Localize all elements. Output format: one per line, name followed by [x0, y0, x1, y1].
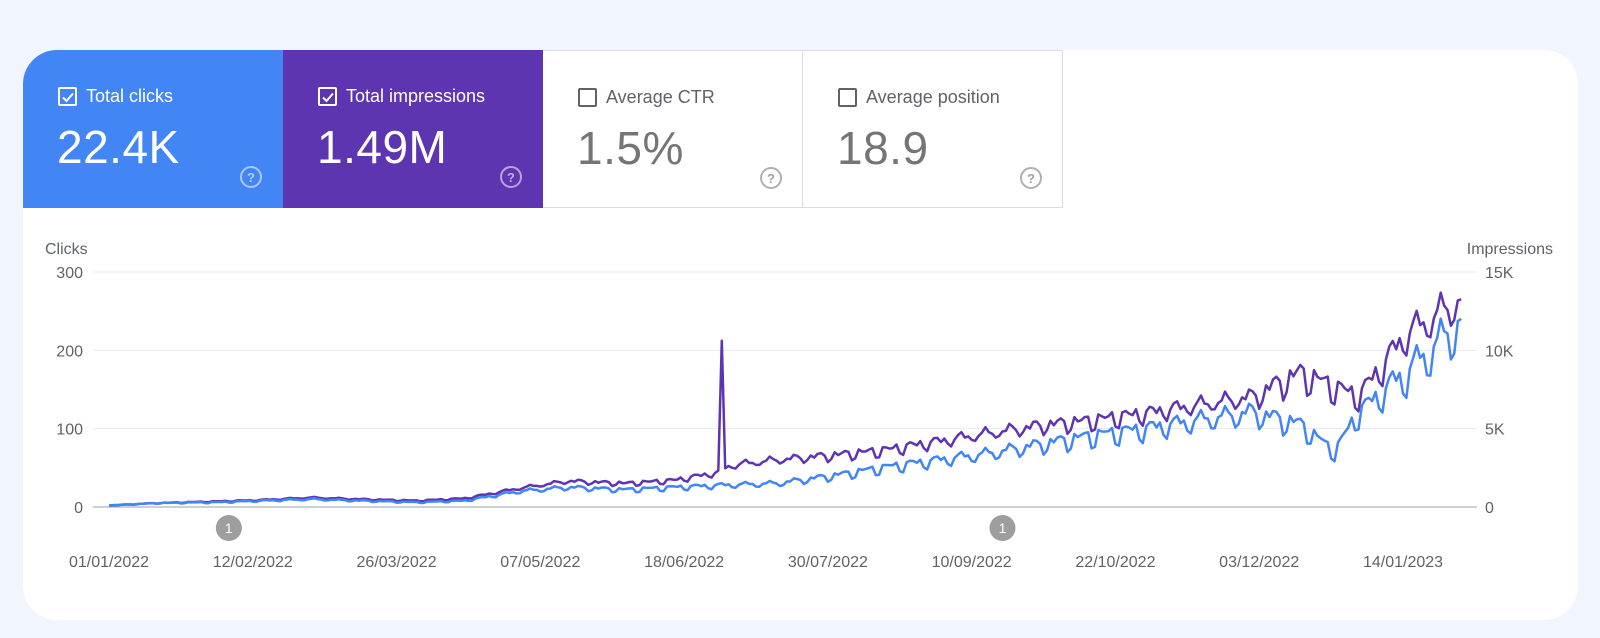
- y-left-tick-label: 200: [56, 343, 83, 360]
- checkbox-icon[interactable]: [58, 87, 77, 106]
- y-right-tick-label: 15K: [1485, 265, 1514, 282]
- chart-grid: [93, 271, 1477, 508]
- metric-value: 1.5%: [577, 122, 684, 174]
- help-circle-icon[interactable]: ?: [1020, 167, 1042, 189]
- metric-tiles: Total clicks 22.4K ? Total impressions 1…: [23, 50, 1063, 208]
- metric-value: 22.4K: [57, 121, 180, 173]
- checkbox-icon[interactable]: [578, 88, 597, 107]
- metric-tile-average-ctr[interactable]: Average CTR 1.5% ?: [543, 50, 803, 208]
- help-circle-icon[interactable]: ?: [240, 166, 262, 188]
- x-tick-label: 10/09/2022: [932, 554, 1012, 571]
- y-right-tick-label: 0: [1485, 500, 1494, 517]
- x-tick-label: 01/01/2022: [69, 554, 149, 571]
- metric-label: Total impressions: [346, 86, 486, 106]
- annotation-marker-icon: [989, 515, 1016, 541]
- x-tick-label: 30/07/2022: [788, 554, 868, 571]
- x-tick-label: 22/10/2022: [1075, 554, 1155, 571]
- y-axis-left-title: Clicks: [45, 241, 88, 258]
- y-left-tick-label: 300: [56, 265, 83, 282]
- metric-label: Average position: [866, 87, 1000, 107]
- x-tick-label: 12/02/2022: [213, 554, 293, 571]
- x-tick-label: 18/06/2022: [644, 554, 724, 571]
- x-tick-label: 14/01/2023: [1363, 554, 1443, 571]
- metric-value: 18.9: [837, 122, 929, 174]
- metric-label: Total clicks: [86, 86, 174, 106]
- y-left-tick-label: 0: [74, 500, 83, 517]
- annotation-marker-label: 1: [225, 520, 233, 536]
- help-circle-icon[interactable]: ?: [760, 167, 782, 189]
- series-line-impressions: [108, 291, 1462, 507]
- checkbox-icon[interactable]: [838, 88, 857, 107]
- metric-value: 1.49M: [317, 121, 448, 173]
- annotation-marker-icon: [215, 515, 242, 541]
- x-tick-label: 26/03/2022: [357, 554, 437, 571]
- metric-tile-total-impressions[interactable]: Total impressions 1.49M ?: [283, 50, 543, 208]
- x-tick-label: 03/12/2022: [1219, 554, 1299, 571]
- chart-series: [108, 291, 1462, 507]
- series-line-clicks: [108, 317, 1462, 507]
- metric-tile-total-clicks[interactable]: Total clicks 22.4K ?: [23, 50, 283, 208]
- chart-labels: Clicks Impressions 0 100 200 300 0 5K 10K 15K 01/0…: [45, 241, 1553, 571]
- y-left-tick-label: 100: [56, 422, 83, 439]
- checkbox-icon[interactable]: [318, 87, 337, 106]
- y-right-tick-label: 10K: [1485, 343, 1514, 360]
- annotation-marker-label: 1: [999, 520, 1007, 536]
- performance-card: Total clicks 22.4K ? Total impressions 1…: [23, 50, 1578, 620]
- y-right-tick-label: 5K: [1485, 422, 1505, 439]
- y-axis-right-title: Impressions: [1467, 241, 1553, 258]
- x-tick-label: 07/05/2022: [500, 554, 580, 571]
- metric-tile-average-position[interactable]: Average position 18.9 ?: [803, 50, 1063, 208]
- help-circle-icon[interactable]: ?: [500, 166, 522, 188]
- metric-label: Average CTR: [606, 87, 715, 107]
- performance-chart: Clicks Impressions 0 100 200 300 0 5K 10K 15K 01/0…: [45, 241, 1553, 571]
